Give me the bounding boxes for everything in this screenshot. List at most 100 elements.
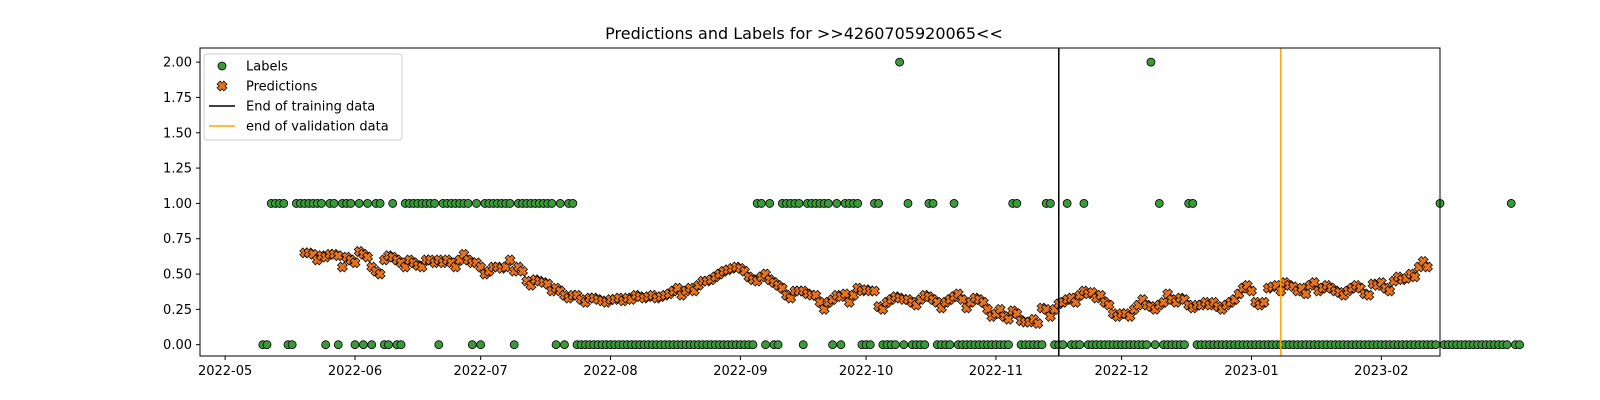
legend-box — [203, 53, 403, 141]
label-point — [1146, 57, 1156, 67]
label-point — [463, 199, 473, 208]
label-point — [836, 340, 846, 350]
prediction-point — [1421, 261, 1433, 273]
prediction-point — [336, 261, 348, 273]
label-point — [430, 199, 439, 208]
label-point — [262, 340, 272, 350]
x-tick-label: 2022-05 — [198, 364, 252, 379]
legend-label: End of training data — [246, 100, 375, 115]
x-tick-label: 2022-09 — [713, 364, 767, 379]
legend-label: end of validation data — [246, 120, 389, 135]
prediction-point — [504, 254, 516, 266]
x-tick-label: 2022-10 — [839, 364, 893, 379]
label-point — [321, 340, 331, 350]
label-point — [903, 199, 913, 208]
prediction-point — [362, 251, 374, 263]
legend-label: Labels — [246, 60, 288, 75]
prediction-point — [1103, 299, 1115, 311]
label-point — [555, 199, 565, 208]
label-point — [279, 199, 289, 208]
label-point — [1075, 340, 1085, 350]
label-point — [358, 340, 368, 350]
prediction-point — [1002, 313, 1015, 325]
label-point — [920, 340, 930, 350]
label-point — [467, 340, 477, 350]
label-point — [287, 340, 297, 350]
label-point — [509, 340, 519, 350]
label-point — [1502, 340, 1512, 350]
legend-marker-labels — [217, 61, 227, 71]
label-point — [1180, 340, 1189, 350]
label-point — [1004, 340, 1013, 350]
prediction-point — [349, 257, 361, 269]
label-point — [1150, 340, 1160, 350]
label-point — [899, 340, 909, 350]
label-point — [350, 340, 360, 350]
label-point — [384, 340, 393, 350]
x-tick-label: 2022-11 — [969, 364, 1023, 379]
prediction-point — [1157, 296, 1170, 308]
label-point — [1188, 199, 1198, 208]
label-point — [823, 199, 833, 208]
label-point — [434, 340, 444, 350]
label-point — [354, 199, 364, 208]
label-point — [367, 340, 377, 350]
y-tick-label: 1.75 — [163, 91, 192, 106]
label-point — [865, 340, 875, 350]
x-tick-label: 2022-07 — [454, 364, 508, 379]
label-point — [756, 199, 766, 208]
plot-marks — [258, 48, 1524, 356]
label-point — [317, 199, 326, 208]
label-point — [945, 340, 955, 350]
legend-marker-predictions — [216, 80, 228, 92]
label-point — [798, 340, 808, 350]
y-tick-label: 0.50 — [163, 268, 192, 283]
label-point — [1012, 199, 1022, 208]
label-point — [1431, 340, 1441, 350]
label-point — [547, 199, 557, 208]
label-point — [396, 340, 406, 350]
y-tick-label: 0.75 — [163, 232, 192, 247]
plot-frame — [199, 47, 1441, 357]
label-point — [333, 340, 343, 350]
prediction-point — [1032, 317, 1044, 330]
label-point — [505, 199, 515, 208]
label-point — [375, 199, 385, 208]
y-tick-label: 2.00 — [163, 56, 192, 71]
label-point — [891, 340, 900, 350]
y-tick-label: 1.00 — [163, 197, 192, 212]
y-tick-label: 1.50 — [163, 126, 192, 141]
y-tick-label: 0.00 — [163, 338, 192, 353]
label-point — [928, 199, 938, 208]
label-point — [388, 199, 398, 208]
label-point — [773, 340, 783, 350]
label-point — [346, 199, 356, 208]
label-point — [329, 199, 339, 208]
prediction-point — [1384, 285, 1396, 297]
prediction-point — [1363, 289, 1375, 301]
label-point — [832, 199, 842, 208]
x-tick-label: 2022-06 — [328, 364, 382, 379]
label-point — [1079, 199, 1089, 208]
y-tick-label: 0.25 — [163, 303, 192, 318]
x-tick-label: 2022-12 — [1094, 364, 1148, 379]
label-point — [761, 340, 770, 350]
label-point — [560, 340, 569, 350]
label-point — [1154, 199, 1164, 208]
label-point — [551, 340, 561, 350]
label-point — [1515, 340, 1524, 350]
prediction-point — [1245, 285, 1258, 297]
chart-title: Predictions and Labels for >>42607059200… — [605, 24, 1003, 43]
x-tick-label: 2022-08 — [583, 364, 637, 379]
legend: Labels Predictions End of training data end… — [203, 53, 403, 141]
label-point — [472, 199, 481, 208]
label-point — [794, 199, 804, 208]
prediction-point — [1300, 288, 1312, 300]
label-point — [1037, 340, 1047, 350]
y-tick-label: 1.25 — [163, 162, 192, 177]
label-point — [476, 340, 486, 350]
label-point — [1506, 199, 1516, 208]
prediction-point — [374, 268, 386, 280]
